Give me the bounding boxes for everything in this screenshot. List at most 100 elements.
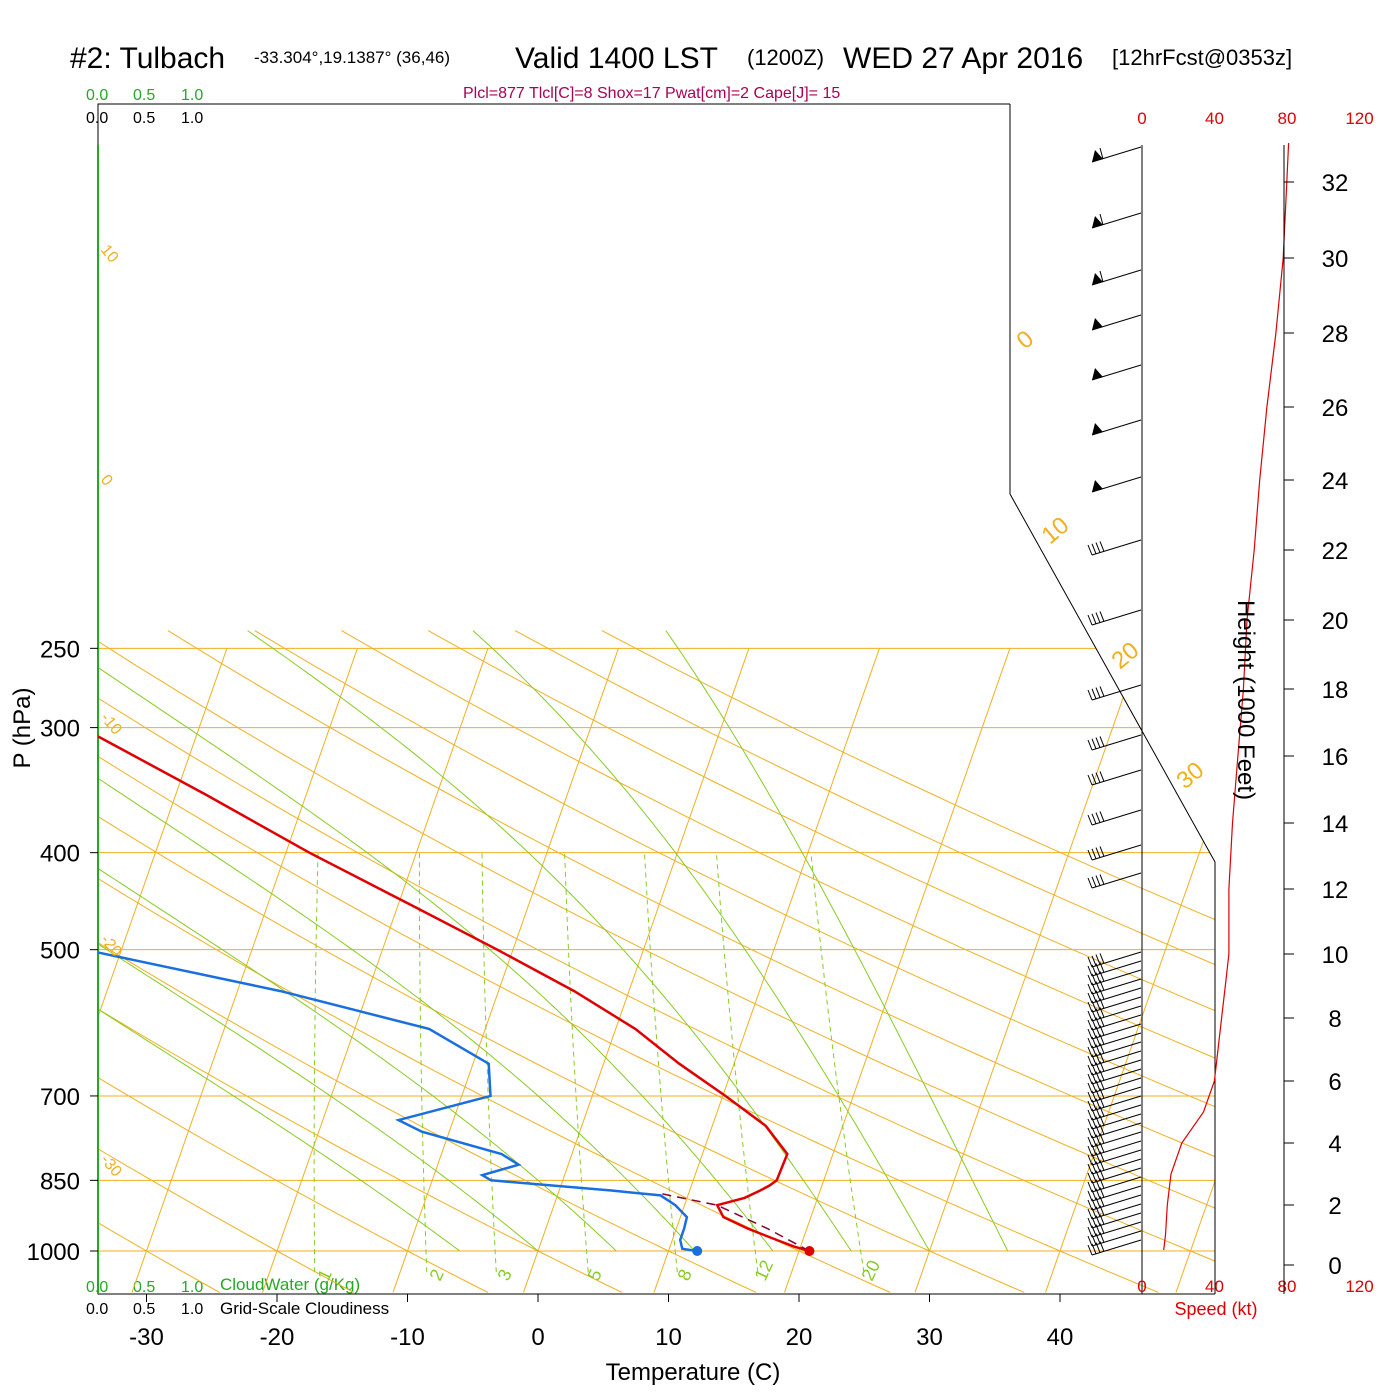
- top-black-tick: 1.0: [181, 110, 203, 127]
- wind-barb-pennant: [1092, 150, 1103, 162]
- dry-adiabat-label: -30: [97, 1152, 125, 1181]
- wind-barb-flag: [1087, 1028, 1093, 1040]
- wind-barb-flag: [1087, 814, 1093, 826]
- forecast-label: [12hrFcst@0353z]: [1112, 45, 1292, 70]
- moist-adiabat-line: [98, 630, 461, 1252]
- wind-barb-pennant: [1092, 368, 1103, 380]
- speed-top-tick: 40: [1205, 109, 1224, 128]
- wind-barb-flag: [1099, 736, 1105, 747]
- wind-barb-shaft: [1091, 734, 1142, 751]
- moist-adiabat-line: [98, 630, 774, 1252]
- wind-barb-flag: [1099, 953, 1105, 964]
- speed-bottom-tick: 80: [1278, 1277, 1297, 1296]
- wind-barb-flag: [1091, 543, 1097, 554]
- wind-barb-flag: [1087, 992, 1093, 1004]
- x-tick-label: 0: [531, 1324, 544, 1351]
- wind-barb-flag: [1087, 1127, 1093, 1139]
- height-tick-label: 18: [1322, 677, 1349, 704]
- speed-top-tick: 80: [1278, 109, 1297, 128]
- wind-barb-flag: [1091, 773, 1097, 784]
- top-green-tick: 0.0: [86, 87, 108, 104]
- wind-barb-flag: [1087, 1109, 1093, 1121]
- wind-barb-shaft: [1091, 872, 1142, 889]
- moist-adiabat-line: [665, 630, 1009, 1252]
- wind-barb-flag: [1087, 974, 1093, 986]
- dry-adiabat-label: 10: [97, 242, 122, 267]
- wind-barb-flag: [1087, 1163, 1093, 1175]
- height-tick-label: 20: [1322, 608, 1349, 635]
- mixing-ratio-line: [644, 852, 678, 1273]
- height-tick-label: 4: [1328, 1131, 1341, 1158]
- wind-barb-flag: [1087, 774, 1093, 786]
- wind-barb-flag: [1091, 955, 1097, 966]
- wind-speed-trace: [1163, 142, 1290, 1251]
- top-black-tick: 0.5: [133, 110, 155, 127]
- dry-adiabat-line: [98, 630, 1025, 1293]
- wind-barb-shaft: [1091, 539, 1142, 556]
- height-tick-label: 24: [1322, 468, 1349, 495]
- y-tick-label: 400: [40, 841, 80, 868]
- top-cloud-scale: 0.0 0.5 1.0 0.0 0.5 1.0: [86, 87, 203, 127]
- wind-barb-shaft: [1091, 769, 1142, 786]
- wind-barb-flag: [1087, 1037, 1093, 1049]
- moist-adiabat-line: [98, 630, 617, 1252]
- height-tick-label: 12: [1322, 877, 1349, 904]
- x-tick-label: 40: [1047, 1324, 1074, 1351]
- bottom-cloud-scale: 0.0 0.5 1.0 CloudWater (g/Kg) 0.0 0.5 1.…: [86, 1275, 389, 1318]
- wind-barb-flag: [1087, 1136, 1093, 1148]
- isotherm-line: [1045, 648, 1215, 1293]
- wind-barb-flag: [1087, 1199, 1093, 1211]
- wind-barb-flag: [1099, 611, 1105, 622]
- moist-adiabat-label: 10: [1037, 512, 1075, 550]
- dry-adiabat-line: [341, 630, 1215, 1293]
- wind-barb-flag: [1095, 847, 1101, 858]
- wind-barb-shaft: [1091, 684, 1142, 701]
- isotherm-line: [1175, 648, 1215, 1293]
- stability-indices: Plcl=877 Tlcl[C]=8 Shox=17 Pwat[cm]=2 Ca…: [463, 85, 840, 102]
- wind-barb-flag: [1087, 1055, 1093, 1067]
- wind-barb-flag: [1087, 1019, 1093, 1031]
- height-tick-label: 32: [1322, 170, 1349, 197]
- bottom-black-tick: 0.0: [86, 1301, 108, 1318]
- height-tick-label: 0: [1328, 1253, 1341, 1280]
- wind-barb-flag: [1087, 1001, 1093, 1013]
- moist-adiabat-line: [98, 630, 539, 1252]
- isotherm-line: [784, 648, 1011, 1293]
- mixing-ratio-label: 8: [673, 1266, 695, 1284]
- wind-barb-flag: [1087, 1082, 1093, 1094]
- mixing-ratio-line: [481, 852, 497, 1273]
- x-tick-label: -20: [260, 1324, 295, 1351]
- wind-barbs: [1087, 146, 1142, 1256]
- dry-adiabat-line: [98, 630, 1215, 1293]
- wind-barb-flag: [1095, 875, 1101, 886]
- moist-adiabat-label: 30: [1172, 757, 1210, 795]
- y-tick-label: 300: [40, 716, 80, 743]
- top-black-tick: 0.0: [86, 110, 108, 127]
- temperature-trace: [98, 734, 810, 1253]
- wind-barb-flag: [1095, 812, 1101, 823]
- y-tick-label: 850: [40, 1168, 80, 1195]
- station-coords: -33.304°,19.1387° (36,46): [254, 48, 450, 67]
- station-title: #2: Tulbach: [70, 42, 225, 75]
- wind-barb-flag: [1087, 956, 1093, 968]
- speed-bottom-tick: 0: [1137, 1277, 1146, 1296]
- wind-barb-flag: [1087, 1010, 1093, 1022]
- isotherm-line: [131, 648, 358, 1293]
- wind-barb-shaft: [1091, 951, 1142, 968]
- wind-barb-flag: [1099, 846, 1105, 857]
- speed-bottom-tick: 120: [1345, 1277, 1373, 1296]
- height-tick-label: 10: [1322, 942, 1349, 969]
- wind-barb-flag: [1099, 147, 1104, 160]
- wind-barb-flag: [1087, 1154, 1093, 1166]
- wind-barb-flag: [1099, 686, 1105, 697]
- x-tick-label: 10: [655, 1324, 682, 1351]
- wind-barb-pennant: [1092, 318, 1103, 330]
- height-tick-label: 22: [1322, 538, 1349, 565]
- wind-barb-flag: [1087, 614, 1093, 626]
- dry-adiabat-label: -10: [97, 710, 125, 739]
- height-tick-label: 26: [1322, 395, 1349, 422]
- wind-barb-flag: [1087, 1145, 1093, 1157]
- wind-barb-flag: [1099, 213, 1104, 226]
